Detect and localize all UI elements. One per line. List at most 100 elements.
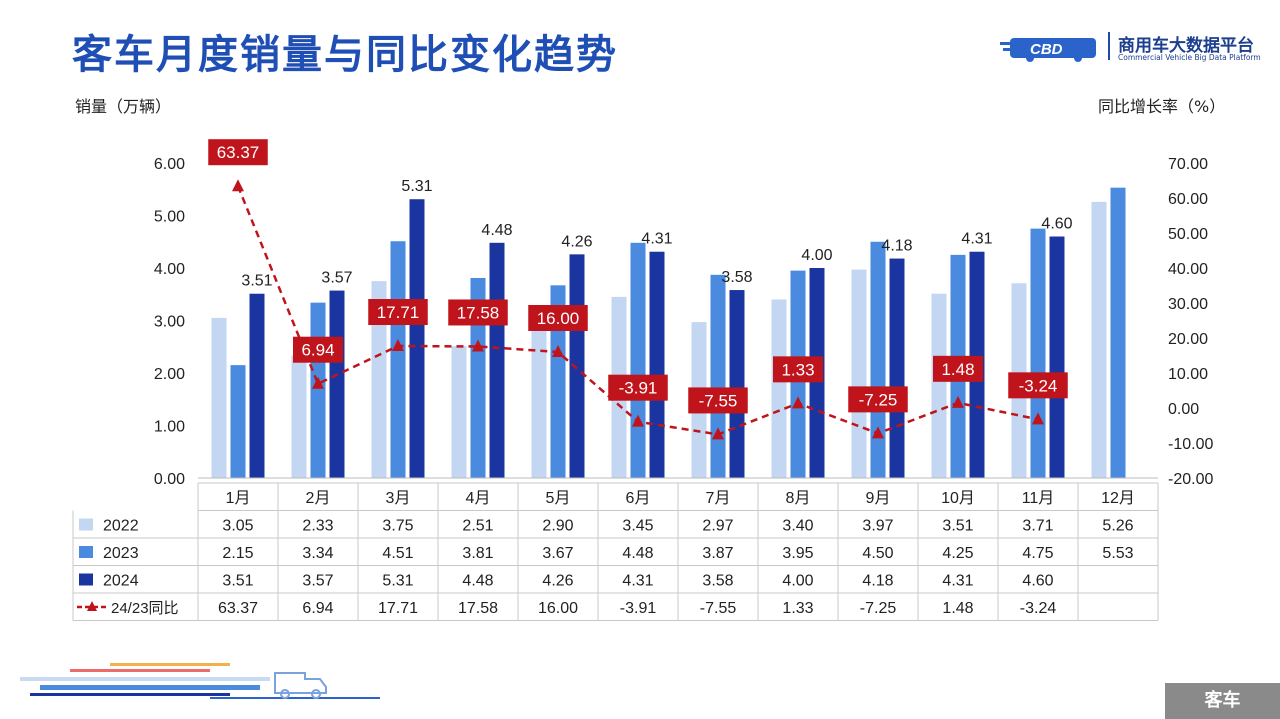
bar-2022 (931, 293, 947, 478)
yoy-label-box (293, 336, 343, 363)
y2-tick-label: 50.00 (1168, 226, 1208, 243)
bar-2024 (329, 290, 345, 478)
x-tick-label: 2月 (306, 490, 331, 507)
yoy-value-label: 63.37 (217, 143, 260, 162)
bar-2024 (569, 254, 585, 478)
truck-logo-icon: CBD (1000, 38, 1096, 62)
table-cell: 3.40 (782, 518, 813, 535)
yoy-label-box (933, 355, 983, 382)
table-cell: 3.58 (702, 573, 733, 590)
table-cell: 4.00 (782, 573, 813, 590)
table-cell: 2.90 (542, 518, 573, 535)
table-cell: 4.31 (622, 573, 653, 590)
yoy-marker (1032, 412, 1044, 425)
bar-2023 (1030, 228, 1046, 478)
bar-2022 (371, 281, 387, 478)
yoy-value-label: -7.55 (699, 391, 738, 410)
table-cell: 16.00 (538, 600, 578, 617)
x-tick-label: 3月 (386, 490, 411, 507)
yoy-label-box (688, 387, 748, 414)
x-tick-label: 11月 (1022, 490, 1055, 507)
bar-2022 (771, 299, 787, 478)
bar-value-label: 3.51 (241, 273, 272, 290)
yoy-label-box (773, 356, 823, 383)
y-tick-label: 1.00 (154, 419, 185, 436)
table-cell: 1.33 (782, 600, 813, 617)
y-tick-label: 3.00 (154, 314, 185, 331)
svg-text:CBD: CBD (1030, 41, 1063, 58)
table-cell: -3.91 (620, 600, 657, 617)
yoy-label-box (528, 305, 588, 331)
table-cell: 3.75 (382, 518, 413, 535)
table-cell: 3.95 (782, 545, 813, 562)
bar-value-label: 3.57 (321, 270, 352, 287)
y2-axis-label: 同比增长率（%） (1098, 97, 1226, 116)
yoy-value-label: -3.24 (1019, 376, 1058, 395)
logo-name-en: Commercial Vehicle Big Data Platform (1118, 53, 1261, 62)
bar-2024 (409, 199, 425, 478)
category-tag: 客车 (1165, 683, 1280, 719)
bar-value-label: 4.31 (961, 231, 992, 248)
bar-2023 (870, 241, 886, 478)
bar-2022 (451, 346, 467, 478)
legend-marker-swatch (87, 601, 97, 611)
decorative-truck-graphic (20, 663, 380, 699)
legend-label: 2022 (103, 518, 139, 535)
logo-name-cn: 商用车大数据平台 (1118, 36, 1254, 56)
table-cell: -7.25 (860, 600, 897, 617)
y2-tick-label: 10.00 (1168, 366, 1208, 383)
y2-tick-label: 30.00 (1168, 296, 1208, 313)
table-cell: 3.71 (1022, 518, 1053, 535)
bar-2022 (1091, 201, 1107, 478)
yoy-marker (312, 376, 324, 389)
yoy-value-label: -3.91 (619, 379, 658, 398)
yoy-marker (392, 339, 404, 352)
table-cell: 4.25 (942, 545, 973, 562)
bar-value-label: 4.00 (801, 247, 832, 264)
table-cell: 3.57 (302, 573, 333, 590)
yoy-value-label: 1.33 (781, 360, 814, 379)
table-cell: 3.97 (862, 518, 893, 535)
sales-chart: 0.00 1.00 2.00 3.00 4.00 5.00 6.00 -20.00 -10.00… (72, 139, 1213, 621)
legend-label: 24/23同比 (111, 600, 179, 617)
bar-value-label: 4.26 (561, 233, 592, 250)
brand-logo: CBD 商用车大数据平台 Commercial Vehicle Big Data… (1000, 28, 1265, 68)
table-cell: 5.26 (1102, 518, 1133, 535)
table-cell: 2.51 (462, 518, 493, 535)
y-tick-label: 6.00 (154, 156, 185, 173)
bar-value-label: 5.31 (401, 178, 432, 195)
table-cell: 63.37 (218, 600, 258, 617)
table-cell: -7.55 (700, 600, 737, 617)
yoy-label-box (848, 386, 908, 413)
bar-2023 (630, 242, 646, 478)
table-cell: 4.51 (382, 545, 413, 562)
y-tick-label: 0.00 (154, 471, 185, 488)
bar-2024 (489, 242, 505, 478)
bar-2022 (291, 355, 307, 478)
yoy-label-box (1008, 372, 1068, 399)
bar-value-label: 4.60 (1041, 216, 1072, 233)
table-cell: 4.48 (462, 573, 493, 590)
yoy-marker (872, 426, 884, 439)
y-tick-label: 5.00 (154, 209, 185, 226)
y2-tick-label: 60.00 (1168, 191, 1208, 208)
table-cell: 1.48 (942, 600, 973, 617)
y2-tick-label: 0.00 (1168, 401, 1199, 418)
yoy-label-box (448, 299, 508, 326)
legend-label: 2023 (103, 545, 139, 562)
x-tick-label: 5月 (546, 490, 571, 507)
legend-swatch-2022 (79, 518, 93, 531)
table-cell: 5.31 (382, 573, 413, 590)
table-cell: 4.50 (862, 545, 893, 562)
table-cell: 2.15 (222, 545, 253, 562)
yoy-value-label: 6.94 (301, 341, 334, 360)
y-tick-label: 2.00 (154, 366, 185, 383)
table-cell: 3.45 (622, 518, 653, 535)
bar-2024 (649, 251, 665, 478)
table-cell: 3.67 (542, 545, 573, 562)
table-cell: 4.60 (1022, 573, 1053, 590)
table-cell: 3.51 (222, 573, 253, 590)
yoy-marker (632, 414, 644, 427)
yoy-marker (232, 179, 244, 192)
table-cell: 5.53 (1102, 545, 1133, 562)
